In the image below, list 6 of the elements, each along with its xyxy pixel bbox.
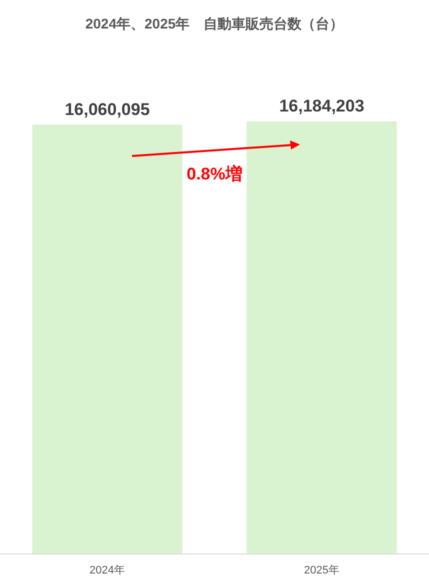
- data-label: 16,184,203: [279, 96, 364, 116]
- x-tick-label: 2024年: [90, 564, 125, 576]
- annotation: 0.8%増: [186, 164, 242, 184]
- chart-title: 2024年、2025年 自動車販売台数（台）: [85, 15, 344, 32]
- x-tick-label: 2025年: [304, 564, 340, 576]
- data-label: 16,060,095: [64, 100, 150, 119]
